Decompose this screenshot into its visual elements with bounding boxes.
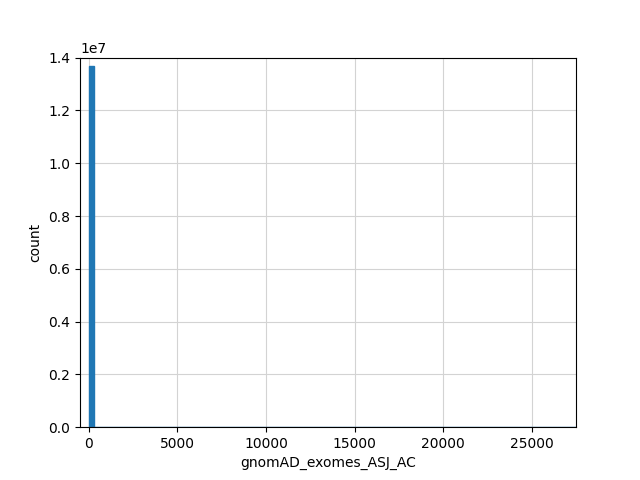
X-axis label: gnomAD_exomes_ASJ_AC: gnomAD_exomes_ASJ_AC (240, 456, 416, 470)
Bar (89, 66, 93, 427)
Y-axis label: count: count (29, 223, 43, 262)
